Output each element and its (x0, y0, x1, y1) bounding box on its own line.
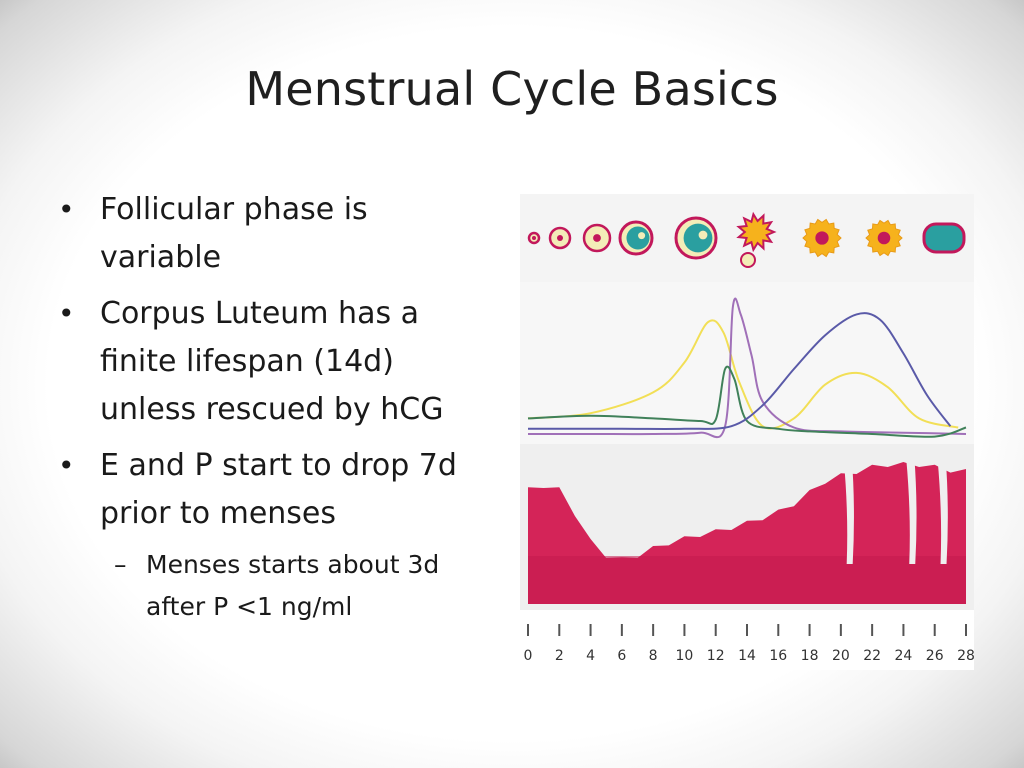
endometrium-basal-layer (528, 556, 966, 604)
bullet-marker-icon: • (58, 297, 75, 330)
hormone-band (520, 282, 974, 444)
x-tick-label: 2 (555, 648, 564, 664)
hormone-curve-1 (528, 297, 967, 439)
released-oocyte-icon (740, 252, 756, 268)
bullet-text: Corpus Luteum has a finite lifespan (14d… (100, 296, 444, 427)
hormone-curve-2 (527, 365, 967, 438)
x-tick-label: 6 (617, 648, 626, 664)
x-tick-label: 18 (801, 648, 819, 664)
x-tick-label: 16 (769, 648, 787, 664)
x-tick-label: 12 (707, 648, 725, 664)
x-tick-label: 4 (586, 648, 595, 664)
sub-bullet-item: – Menses starts about 3d after P <1 ng/m… (58, 544, 498, 628)
follicle-row (527, 211, 966, 268)
corpus-albicans-icon (922, 222, 966, 254)
bullet-marker-icon: • (58, 449, 75, 482)
bullet-item: • E and P start to drop 7d prior to mens… (58, 442, 498, 538)
x-tick-label: 8 (649, 648, 658, 664)
bullet-item: • Corpus Luteum has a finite lifespan (1… (58, 290, 498, 434)
sub-bullet-text: Menses starts about 3d after P <1 ng/ml (146, 550, 440, 621)
oocyte-icon (638, 232, 646, 240)
x-tick-label: 0 (524, 648, 533, 664)
x-tick-label: 26 (926, 648, 944, 664)
corpus-core-icon (815, 231, 829, 245)
cycle-chart-svg: 0 2 4 6 8 10 12 14 16 18 20 22 24 26 28 (520, 194, 974, 670)
cycle-figure: 0 2 4 6 8 10 12 14 16 18 20 22 24 26 28 (520, 194, 974, 670)
slide-title: Menstrual Cycle Basics (245, 62, 779, 116)
endometrium-layer (528, 456, 966, 604)
corpus-core-icon (877, 231, 891, 245)
antrum-icon (626, 226, 650, 250)
ovulating-follicle-icon (736, 211, 777, 253)
bullet-item: • Follicular phase is variable (58, 186, 498, 282)
x-tick-label: 28 (957, 648, 974, 664)
oocyte-icon (593, 234, 601, 242)
hormone-curve-0 (527, 319, 959, 430)
x-tick-label: 24 (895, 648, 913, 664)
x-tick-label: 10 (676, 648, 694, 664)
endometrium-gland-0 (843, 456, 854, 564)
oocyte-icon (698, 230, 708, 240)
hormone-lines (527, 297, 967, 439)
sub-bullet-marker-icon: – (114, 550, 127, 579)
bullet-marker-icon: • (58, 193, 75, 226)
x-axis: 0 2 4 6 8 10 12 14 16 18 20 22 24 26 28 (524, 624, 974, 664)
x-tick-label: 22 (863, 648, 881, 664)
bullet-list: • Follicular phase is variable • Corpus … (58, 186, 498, 628)
x-tick-label: 14 (738, 648, 756, 664)
endometrium-gland-2 (937, 456, 948, 564)
hormone-curve-3 (527, 312, 952, 430)
antrum-icon (683, 223, 713, 253)
oocyte-icon (532, 236, 536, 240)
bullet-text: E and P start to drop 7d prior to menses (100, 448, 457, 531)
bullet-text: Follicular phase is variable (100, 192, 368, 275)
endometrium-gland-1 (906, 456, 917, 564)
oocyte-icon (557, 235, 563, 241)
x-tick-label: 20 (832, 648, 850, 664)
